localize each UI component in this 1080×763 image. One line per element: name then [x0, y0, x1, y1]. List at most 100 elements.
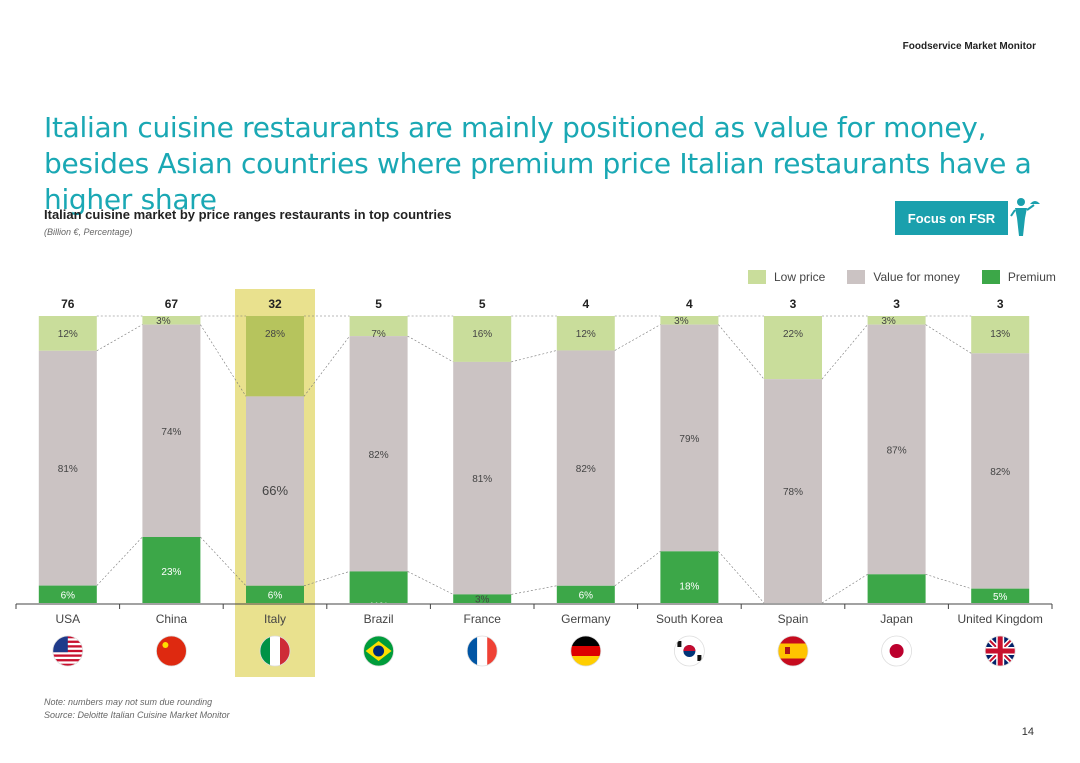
- flag-border: [259, 635, 291, 667]
- footnote-note: Note: numbers may not sum due rounding: [44, 697, 213, 707]
- flag-germany-icon: [570, 636, 601, 666]
- legend-swatch-premium: [981, 270, 1000, 284]
- value-label-germany: 82%: [576, 464, 596, 475]
- total-label: 5: [479, 297, 486, 311]
- bar-segment-japan-2: [867, 574, 926, 603]
- flag-border: [777, 635, 809, 667]
- bar-segment-south-korea-1: [660, 324, 719, 552]
- bar-segment-france-2: [453, 594, 512, 603]
- connector-line: [407, 571, 454, 595]
- total-label: 76: [61, 297, 75, 311]
- flag-border: [52, 635, 84, 667]
- bar-segment-brazil-1: [349, 336, 408, 572]
- flag-japan-icon: [881, 636, 912, 666]
- bar-segment-usa-0: [38, 316, 97, 351]
- legend-label-low-price: Low price: [774, 270, 826, 284]
- bar-segment-brazil-0: [349, 316, 408, 337]
- value-label-japan: 87%: [887, 445, 907, 456]
- connector-line: [614, 324, 661, 351]
- bar-segment-south-korea-2: [660, 551, 719, 603]
- connector-line: [96, 536, 143, 586]
- legend-item-premium: Premium: [981, 270, 1056, 284]
- bar-segment-china-0: [142, 316, 201, 325]
- flag-china-icon: [156, 636, 187, 666]
- value-label-spain: 78%: [783, 487, 803, 498]
- bar-segment-germany-0: [556, 316, 615, 351]
- value-label-brazil: 11%: [369, 601, 388, 612]
- bar-segment-brazil-2: [349, 571, 408, 603]
- connector-line: [614, 551, 661, 587]
- header-brand: Foodservice Market Monitor: [902, 41, 1036, 52]
- value-label-france: 3%: [475, 595, 490, 606]
- page-number: 14: [1021, 726, 1034, 738]
- bar-segment-germany-1: [556, 350, 615, 586]
- flag-border: [570, 635, 602, 667]
- total-label: 5: [375, 297, 382, 311]
- value-label-usa: 12%: [58, 329, 78, 340]
- bar-segment-united-kingdom-0: [971, 316, 1030, 354]
- bar-segment-united-kingdom-2: [971, 588, 1030, 603]
- bar-segment-japan-0: [867, 316, 926, 325]
- bar-segment-spain-0: [764, 316, 822, 380]
- focus-badge: Focus on FSR: [895, 201, 1008, 235]
- connector-line: [821, 324, 868, 380]
- category-label: United Kingdom: [958, 612, 1043, 626]
- category-label: Brazil: [364, 612, 394, 626]
- bar-segment-china-2: [142, 536, 201, 603]
- category-label: Germany: [561, 612, 610, 626]
- flag-border: [674, 635, 705, 667]
- waiter-icon: [1010, 198, 1040, 236]
- chart-subtitle: (Billion €, Percentage): [44, 227, 133, 237]
- total-label: 3: [893, 297, 900, 311]
- category-label: Spain: [778, 612, 809, 626]
- bar-segment-spain-1: [764, 379, 822, 603]
- category-label: Italy: [264, 612, 286, 626]
- footnote-source: Source: Deloitte Italian Cuisine Market …: [44, 710, 230, 720]
- category-label: USA: [55, 612, 80, 626]
- total-label: 4: [686, 297, 693, 311]
- bar-segment-usa-1: [38, 350, 97, 586]
- connector-line: [821, 574, 868, 604]
- bar-segment-germany-2: [556, 585, 615, 603]
- value-label-united-kingdom: 13%: [990, 329, 1010, 340]
- connector-line: [200, 536, 247, 586]
- flag-border: [155, 635, 187, 667]
- flag-border: [363, 635, 395, 667]
- value-label-usa: 6%: [61, 590, 76, 601]
- total-label: 3: [790, 297, 797, 311]
- total-label: 3: [997, 297, 1004, 311]
- bar-segment-italy-1: [246, 396, 304, 586]
- value-label-brazil: 82%: [369, 450, 389, 461]
- flag-france-icon: [467, 636, 498, 666]
- flag-spain-icon: [778, 636, 808, 666]
- flag-italy-icon: [260, 636, 290, 666]
- connector-line: [511, 585, 557, 595]
- value-label-south-korea: 3%: [674, 316, 689, 327]
- chart-title: Italian cuisine market by price ranges r…: [44, 207, 452, 222]
- connector-line: [925, 574, 972, 589]
- bar-segment-usa-2: [38, 585, 97, 603]
- total-label: 67: [165, 297, 179, 311]
- flag-border: [881, 635, 912, 667]
- total-label: 4: [582, 297, 589, 311]
- connector-line: [407, 335, 454, 363]
- bar-segment-france-0: [453, 316, 512, 362]
- bar-segment-italy-2: [246, 585, 304, 603]
- flag-south-korea-icon: [674, 636, 705, 666]
- value-label-germany: 6%: [579, 590, 594, 601]
- stacked-bar-chart: 12% 81% 6% 3% 74% 23% 28% 66% 6% 7% 82% 11% 16% 81% 3%…: [15, 289, 1053, 677]
- value-label-france: 81%: [472, 474, 492, 485]
- connector-line: [303, 335, 350, 397]
- value-label-japan: 3%: [881, 316, 896, 327]
- flag-uk-icon: [985, 636, 1016, 666]
- value-label-south-korea: 79%: [679, 434, 699, 445]
- connector-line: [718, 324, 765, 380]
- flag-brazil-icon: [363, 636, 394, 666]
- value-label-france: 16%: [472, 329, 492, 340]
- value-label-germany: 12%: [576, 329, 596, 340]
- value-label-italy: 6%: [268, 590, 283, 601]
- category-label: Japan: [880, 612, 913, 626]
- value-label-united-kingdom: 5%: [993, 592, 1008, 603]
- connector-line: [96, 324, 143, 352]
- value-label-china: 3%: [156, 316, 171, 327]
